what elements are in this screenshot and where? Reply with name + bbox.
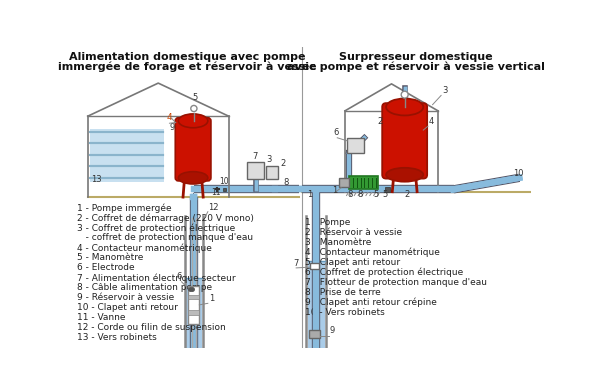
Text: 5: 5 [192,93,197,102]
Text: 8: 8 [358,190,363,199]
Ellipse shape [178,172,208,184]
Text: 5 - Manomètre: 5 - Manomètre [77,253,143,262]
Text: 9 - Clapet anti retour crépine: 9 - Clapet anti retour crépine [306,298,437,307]
Bar [349,176,378,188]
Text: 3 - Coffret de protection électrique: 3 - Coffret de protection électrique [77,223,235,233]
Bar [186,278,202,348]
Text: 4 - Contacteur manométrique: 4 - Contacteur manométrique [77,243,212,253]
Text: 2 - Coffret de démarrage (220 V mono): 2 - Coffret de démarrage (220 V mono) [77,213,254,223]
Text: 1: 1 [307,190,313,199]
Text: 2 - Réservoir à vessie: 2 - Réservoir à vessie [306,228,402,237]
Text: 12: 12 [208,203,218,212]
Text: 1: 1 [332,186,337,195]
Ellipse shape [191,106,197,111]
Text: 8 - Prise de terre: 8 - Prise de terre [306,288,381,297]
Text: 6: 6 [333,129,339,138]
Text: 2: 2 [404,190,409,199]
Text: 5: 5 [383,190,388,199]
Text: 4: 4 [429,117,434,126]
Text: 11 - Vanne: 11 - Vanne [77,313,125,322]
Text: 2: 2 [377,117,382,126]
Text: 5 - Clapet anti retour: 5 - Clapet anti retour [306,258,401,267]
Ellipse shape [178,114,208,128]
Text: 10: 10 [219,177,229,186]
Text: 1 - Pompe: 1 - Pompe [306,218,351,227]
Bar [348,138,365,153]
Text: - coffret de protection manque d'eau: - coffret de protection manque d'eau [77,233,253,242]
Text: 8: 8 [283,178,289,187]
Ellipse shape [386,99,423,115]
Bar [309,330,320,338]
Text: 7 - Alimentation électrique secteur: 7 - Alimentation électrique secteur [77,273,235,283]
Text: Surpresseur domestique: Surpresseur domestique [339,52,493,62]
Ellipse shape [401,91,408,98]
Text: 12 - Corde ou filin de suspension: 12 - Corde ou filin de suspension [77,323,225,332]
Text: 2: 2 [280,158,285,167]
Text: 3: 3 [266,155,271,165]
Text: 3: 3 [442,86,447,95]
Text: 5: 5 [373,190,379,199]
Bar [266,165,278,179]
Text: immergée de forage et réservoir à vessie: immergée de forage et réservoir à vessie [58,61,317,72]
Bar [90,129,163,182]
Text: 6: 6 [176,273,182,282]
Text: 7 - Flotteur de protection manque d'eau: 7 - Flotteur de protection manque d'eau [306,278,487,287]
Bar [385,187,390,192]
Text: 8: 8 [348,190,353,199]
Text: 8 - Câble alimentation pompe: 8 - Câble alimentation pompe [77,283,212,292]
Text: 9: 9 [169,123,175,132]
Text: 3 - Manomètre: 3 - Manomètre [306,238,372,247]
Text: 10: 10 [513,169,524,178]
Text: 1 - Pompe immergée: 1 - Pompe immergée [77,203,172,213]
Bar [247,162,264,179]
Bar [188,310,199,315]
Text: avec pompe et réservoir à vessie vertical: avec pompe et réservoir à vessie vertica… [287,61,545,72]
Text: Alimentation domestique avec pompe: Alimentation domestique avec pompe [70,52,306,62]
FancyBboxPatch shape [382,103,427,179]
Text: 11: 11 [211,188,220,197]
Text: 4: 4 [166,113,172,122]
Text: 7: 7 [252,152,257,161]
Text: 13: 13 [91,175,101,184]
Text: 9 - Réservoir à vessie: 9 - Réservoir à vessie [77,293,174,302]
Ellipse shape [386,168,423,182]
Bar [308,261,325,348]
Text: 6 - Coffret de protection électrique: 6 - Coffret de protection électrique [306,268,464,277]
Text: 9: 9 [329,326,335,335]
Bar [339,178,349,187]
Bar [188,285,199,324]
FancyBboxPatch shape [175,118,211,181]
Bar [222,188,227,191]
Text: 4 - Contacteur manométrique: 4 - Contacteur manométrique [306,248,440,257]
Text: 10 - Clapet anti retour: 10 - Clapet anti retour [77,303,178,312]
Bar [310,262,319,269]
Text: 6 - Electrode: 6 - Electrode [77,263,135,272]
Text: 7: 7 [293,258,299,267]
Text: 13 - Vers robinets: 13 - Vers robinets [77,334,156,343]
Text: 10 - Vers robinets: 10 - Vers robinets [306,308,385,317]
Bar [188,295,199,300]
Text: 1: 1 [209,294,215,303]
